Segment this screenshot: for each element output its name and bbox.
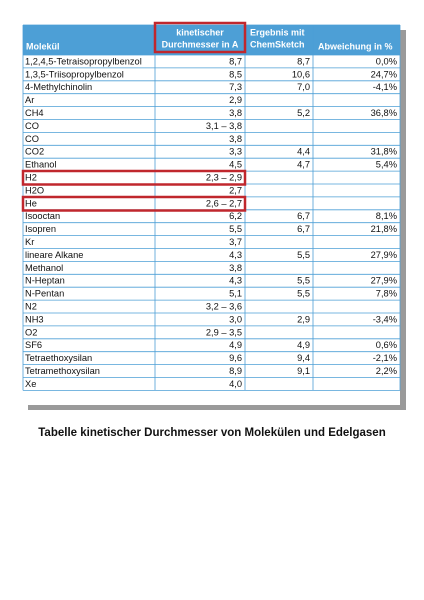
cell: 27,9% — [371, 250, 397, 260]
cell: 7,8% — [376, 289, 397, 299]
cell: 3,1 – 3,8 — [206, 121, 242, 131]
cell: 4,5 — [229, 160, 242, 170]
cell: 36,8% — [371, 108, 397, 118]
cell: 21,8% — [371, 224, 397, 234]
cell: Ar — [25, 95, 34, 105]
cell: Isopren — [25, 224, 56, 234]
cell: SF6 — [25, 340, 42, 350]
cell: 9,4 — [297, 353, 310, 363]
cell: 2,9 – 3,5 — [206, 327, 242, 337]
header-cell: Abweichung in % — [318, 41, 393, 51]
cell: Isooctan — [25, 211, 60, 221]
cell: 7,3 — [229, 82, 242, 92]
cell: 4,9 — [297, 340, 310, 350]
highlight-box — [21, 169, 247, 186]
cell: 8,7 — [297, 56, 310, 66]
cell: Methanol — [25, 263, 63, 273]
cell: -3,4% — [373, 314, 397, 324]
cell: 3,8 — [229, 263, 242, 273]
header-cell: Molekül — [26, 41, 60, 51]
cell: 2,2% — [376, 366, 397, 376]
cell: 5,5 — [229, 224, 242, 234]
cell: H2 — [25, 173, 37, 183]
cell: 8,5 — [229, 69, 242, 79]
cell: 4,3 — [229, 250, 242, 260]
cell: 8,1% — [376, 211, 397, 221]
cell: -2,1% — [373, 353, 397, 363]
cell: 4,7 — [297, 160, 310, 170]
cell: 5,2 — [297, 108, 310, 118]
cell: Tetramethoxysilan — [25, 366, 100, 376]
highlight-box — [153, 21, 247, 54]
cell: 9,6 — [229, 353, 242, 363]
cell: Kr — [25, 237, 34, 247]
cell: 6,7 — [297, 224, 310, 234]
cell: 3,0 — [229, 314, 242, 324]
cell: 3,8 — [229, 108, 242, 118]
cell: 4,0 — [229, 379, 242, 389]
table: Molekül kinetischer Durchmesser in A Ergebn… — [22, 24, 401, 391]
cell: 4,9 — [229, 340, 242, 350]
cell: 27,9% — [371, 276, 397, 286]
header-bg — [23, 25, 400, 55]
cell: Xe — [25, 379, 36, 389]
header-cell: Ergebnis mit — [250, 27, 305, 37]
cell: 4-Methylchinolin — [25, 82, 92, 92]
cell: 24,7% — [371, 69, 397, 79]
cell: CH4 — [25, 108, 44, 118]
cell: 3,7 — [229, 237, 242, 247]
cell: 4,4 — [297, 147, 310, 157]
cell: O2 — [25, 327, 37, 337]
cell: 0,0% — [376, 56, 397, 66]
header-cell: Durchmesser in A — [162, 39, 239, 49]
cell: 8,7 — [229, 56, 242, 66]
cell: 2,6 – 2,7 — [206, 198, 242, 208]
cell: CO — [25, 121, 39, 131]
cell: -4,1% — [373, 82, 397, 92]
cell: NH3 — [25, 314, 44, 324]
cell: 5,1 — [229, 289, 242, 299]
header-cell: ChemSketch — [250, 39, 305, 49]
cell: 3,3 — [229, 147, 242, 157]
cell: N-Heptan — [25, 276, 65, 286]
cell: CO — [25, 134, 39, 144]
cell: 0,6% — [376, 340, 397, 350]
cell: H2O — [25, 185, 44, 195]
cell: 3,2 – 3,6 — [206, 302, 242, 312]
highlight-box — [21, 195, 247, 212]
cell: 5,5 — [297, 289, 310, 299]
cell: CO2 — [25, 147, 44, 157]
cell: Tetraethoxysilan — [25, 353, 92, 363]
cell: 2,3 – 2,9 — [206, 173, 242, 183]
header-cell: kinetischer — [176, 27, 224, 37]
cell: 1,3,5-Triisopropylbenzol — [25, 69, 124, 79]
caption: Tabelle kinetischer Durchmesser von Mole… — [38, 427, 385, 439]
cell: 3,8 — [229, 134, 242, 144]
cell: 5,5 — [297, 276, 310, 286]
cell: 10,6 — [292, 69, 310, 79]
cell: 9,1 — [297, 366, 310, 376]
cell: 31,8% — [371, 147, 397, 157]
cell: 2,7 — [229, 185, 242, 195]
cell: 6,7 — [297, 211, 310, 221]
cell: Ethanol — [25, 160, 57, 170]
cell: 8,9 — [229, 366, 242, 376]
cell: 4,3 — [229, 276, 242, 286]
cell: 5,5 — [297, 250, 310, 260]
cell: 1,2,4,5-Tetraisopropylbenzol — [25, 56, 142, 66]
cell: N-Pentan — [25, 289, 64, 299]
cell: He — [25, 198, 37, 208]
cell: 5,4% — [376, 160, 397, 170]
cell: 2,9 — [297, 314, 310, 324]
table-bg — [23, 25, 400, 405]
cell: 6,2 — [229, 211, 242, 221]
cell: 2,9 — [229, 95, 242, 105]
cell: N2 — [25, 302, 37, 312]
cell: 7,0 — [297, 82, 310, 92]
cell: lineare Alkane — [25, 250, 83, 260]
